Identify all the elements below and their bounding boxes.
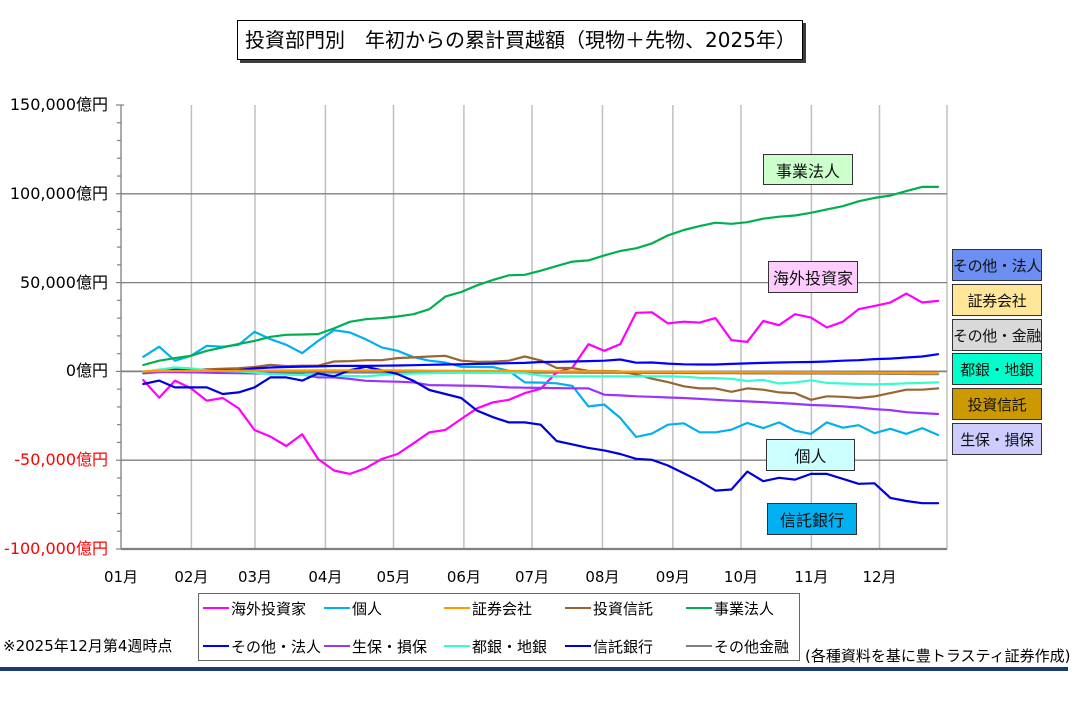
x-tick-label: 05月 [376, 568, 411, 586]
legend-label: 生保・損保 [352, 637, 428, 656]
series-line-securities-companies [142, 369, 940, 375]
legend-item-securities-companies: 証券会社 [444, 598, 532, 618]
legend-label: 個人 [352, 599, 383, 618]
series-line-city-regional-banks [142, 366, 940, 386]
x-tick-label: 12月 [862, 568, 897, 586]
y-tick-label: 100,000億円 [9, 183, 108, 203]
legend-item-foreign-investors: 海外投資家 [203, 598, 306, 618]
legend-label: 事業法人 [714, 599, 775, 618]
legend-label: 証券会社 [472, 599, 533, 618]
legend-swatch [565, 607, 591, 609]
x-tick-label: 03月 [237, 568, 273, 586]
legend-label: 都銀・地銀 [472, 637, 548, 656]
legend-swatch [565, 645, 591, 647]
chart-legend: 海外投資家 個人 証券会社 投資信託 事業法人 その他・法人 生保・損保 都銀・… [198, 593, 800, 661]
legend-swatch [444, 645, 470, 647]
bottom-divider [0, 667, 1068, 671]
x-tick-label: 09月 [655, 568, 690, 586]
legend-item-investment-trusts: 投資信託 [565, 598, 653, 618]
source-note: (各種資料を基に豊トラスティ証券作成) [805, 647, 1071, 665]
x-tick-label: 10月 [723, 568, 759, 586]
legend-label: 信託銀行 [593, 637, 654, 656]
x-tick-label: 06月 [446, 568, 481, 586]
legend-swatch [324, 645, 350, 647]
legend-item-life-nonlife-insurance: 生保・損保 [324, 636, 427, 656]
side-label-life-nonlife-insurance: 生保・損保 [952, 423, 1042, 455]
legend-swatch [324, 607, 350, 609]
legend-label: その他・法人 [231, 637, 322, 656]
callout-business-corporations: 事業法人 [763, 154, 853, 185]
legend-label: 投資信託 [593, 599, 654, 618]
x-tick-label: 11月 [794, 568, 829, 586]
series-line-investment-trusts [142, 354, 940, 401]
legend-item-other-financial: その他金融 [686, 636, 789, 656]
legend-swatch [686, 607, 712, 609]
x-tick-label: 07月 [515, 568, 550, 586]
side-label-investment-trusts: 投資信託 [952, 388, 1042, 420]
legend-swatch [203, 645, 229, 647]
side-label-other-corporations: その他・法人 [952, 249, 1042, 281]
series-line-individuals [142, 329, 940, 438]
legend-item-city-regional-banks: 都銀・地銀 [444, 636, 547, 656]
chart-title: 投資部門別 年初からの累計買越額（現物＋先物、2025年） [237, 20, 803, 60]
y-tick-label: -50,000億円 [14, 450, 108, 470]
legend-label: その他金融 [714, 637, 790, 656]
legend-swatch [203, 607, 229, 609]
y-tick-label: 0億円 [65, 361, 108, 381]
legend-item-individuals: 個人 [324, 598, 382, 618]
series-line-business-corporations [142, 185, 940, 367]
y-tick-label: 50,000億円 [20, 272, 108, 292]
callout-foreign-investors: 海外投資家 [768, 261, 858, 293]
y-tick-label: -100,000億円 [4, 539, 108, 558]
side-label-city-regional-banks: 都銀・地銀 [952, 353, 1042, 385]
callout-trust-banks: 信託銀行 [767, 503, 857, 535]
legend-item-trust-banks: 信託銀行 [565, 636, 653, 656]
side-label-other-financial: その他・金融 [952, 319, 1042, 351]
legend-item-business-corporations: 事業法人 [686, 598, 774, 618]
legend-label: 海外投資家 [231, 599, 307, 618]
y-tick-label: 150,000億円 [9, 95, 108, 114]
x-tick-label: 02月 [174, 568, 209, 586]
as-of-note: ※2025年12月第4週時点 [3, 637, 173, 655]
legend-swatch [444, 607, 470, 609]
series-line-other-corporations [142, 353, 940, 374]
series-line-trust-banks [142, 365, 940, 505]
x-tick-label: 04月 [308, 568, 343, 586]
callout-individuals: 個人 [766, 439, 855, 471]
x-tick-label: 01月 [103, 568, 139, 586]
x-tick-label: 08月 [585, 568, 620, 586]
legend-item-other-corporations: その他・法人 [203, 636, 321, 656]
series-line-life-nonlife-insurance [142, 370, 940, 416]
side-label-securities-companies: 証券会社 [952, 284, 1042, 316]
legend-swatch [686, 645, 712, 647]
